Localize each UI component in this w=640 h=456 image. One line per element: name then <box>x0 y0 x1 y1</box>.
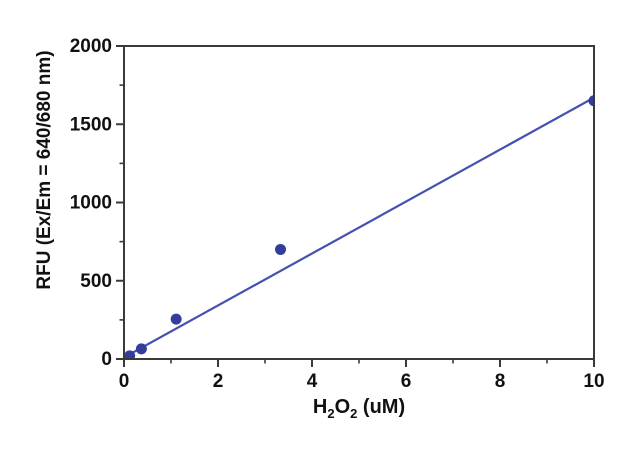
fit-line <box>122 96 596 359</box>
data-point <box>275 243 287 255</box>
x-tick-label: 2 <box>213 371 224 392</box>
x-tick-label: 10 <box>583 371 604 392</box>
x-axis-title: H2O2 (uM) <box>313 396 405 421</box>
data-point <box>170 313 182 325</box>
data-point <box>135 343 147 355</box>
x-tick-label: 4 <box>307 371 318 392</box>
series-points <box>124 95 594 359</box>
data-point <box>124 350 136 359</box>
y-axis-title: RFU (Ex/Em = 640/680 nm) <box>34 50 55 289</box>
y-tick-label: 2000 <box>70 36 112 57</box>
y-tick-label: 1500 <box>70 114 112 135</box>
y-tick-label: 0 <box>101 349 112 370</box>
x-tick-label: 0 <box>119 371 130 392</box>
y-tick-label: 500 <box>80 271 112 292</box>
data-point <box>588 95 594 107</box>
y-tick-label: 1000 <box>70 193 112 214</box>
x-tick-label: 6 <box>401 371 412 392</box>
plot-frame <box>123 45 595 360</box>
x-tick-label: 8 <box>495 371 506 392</box>
